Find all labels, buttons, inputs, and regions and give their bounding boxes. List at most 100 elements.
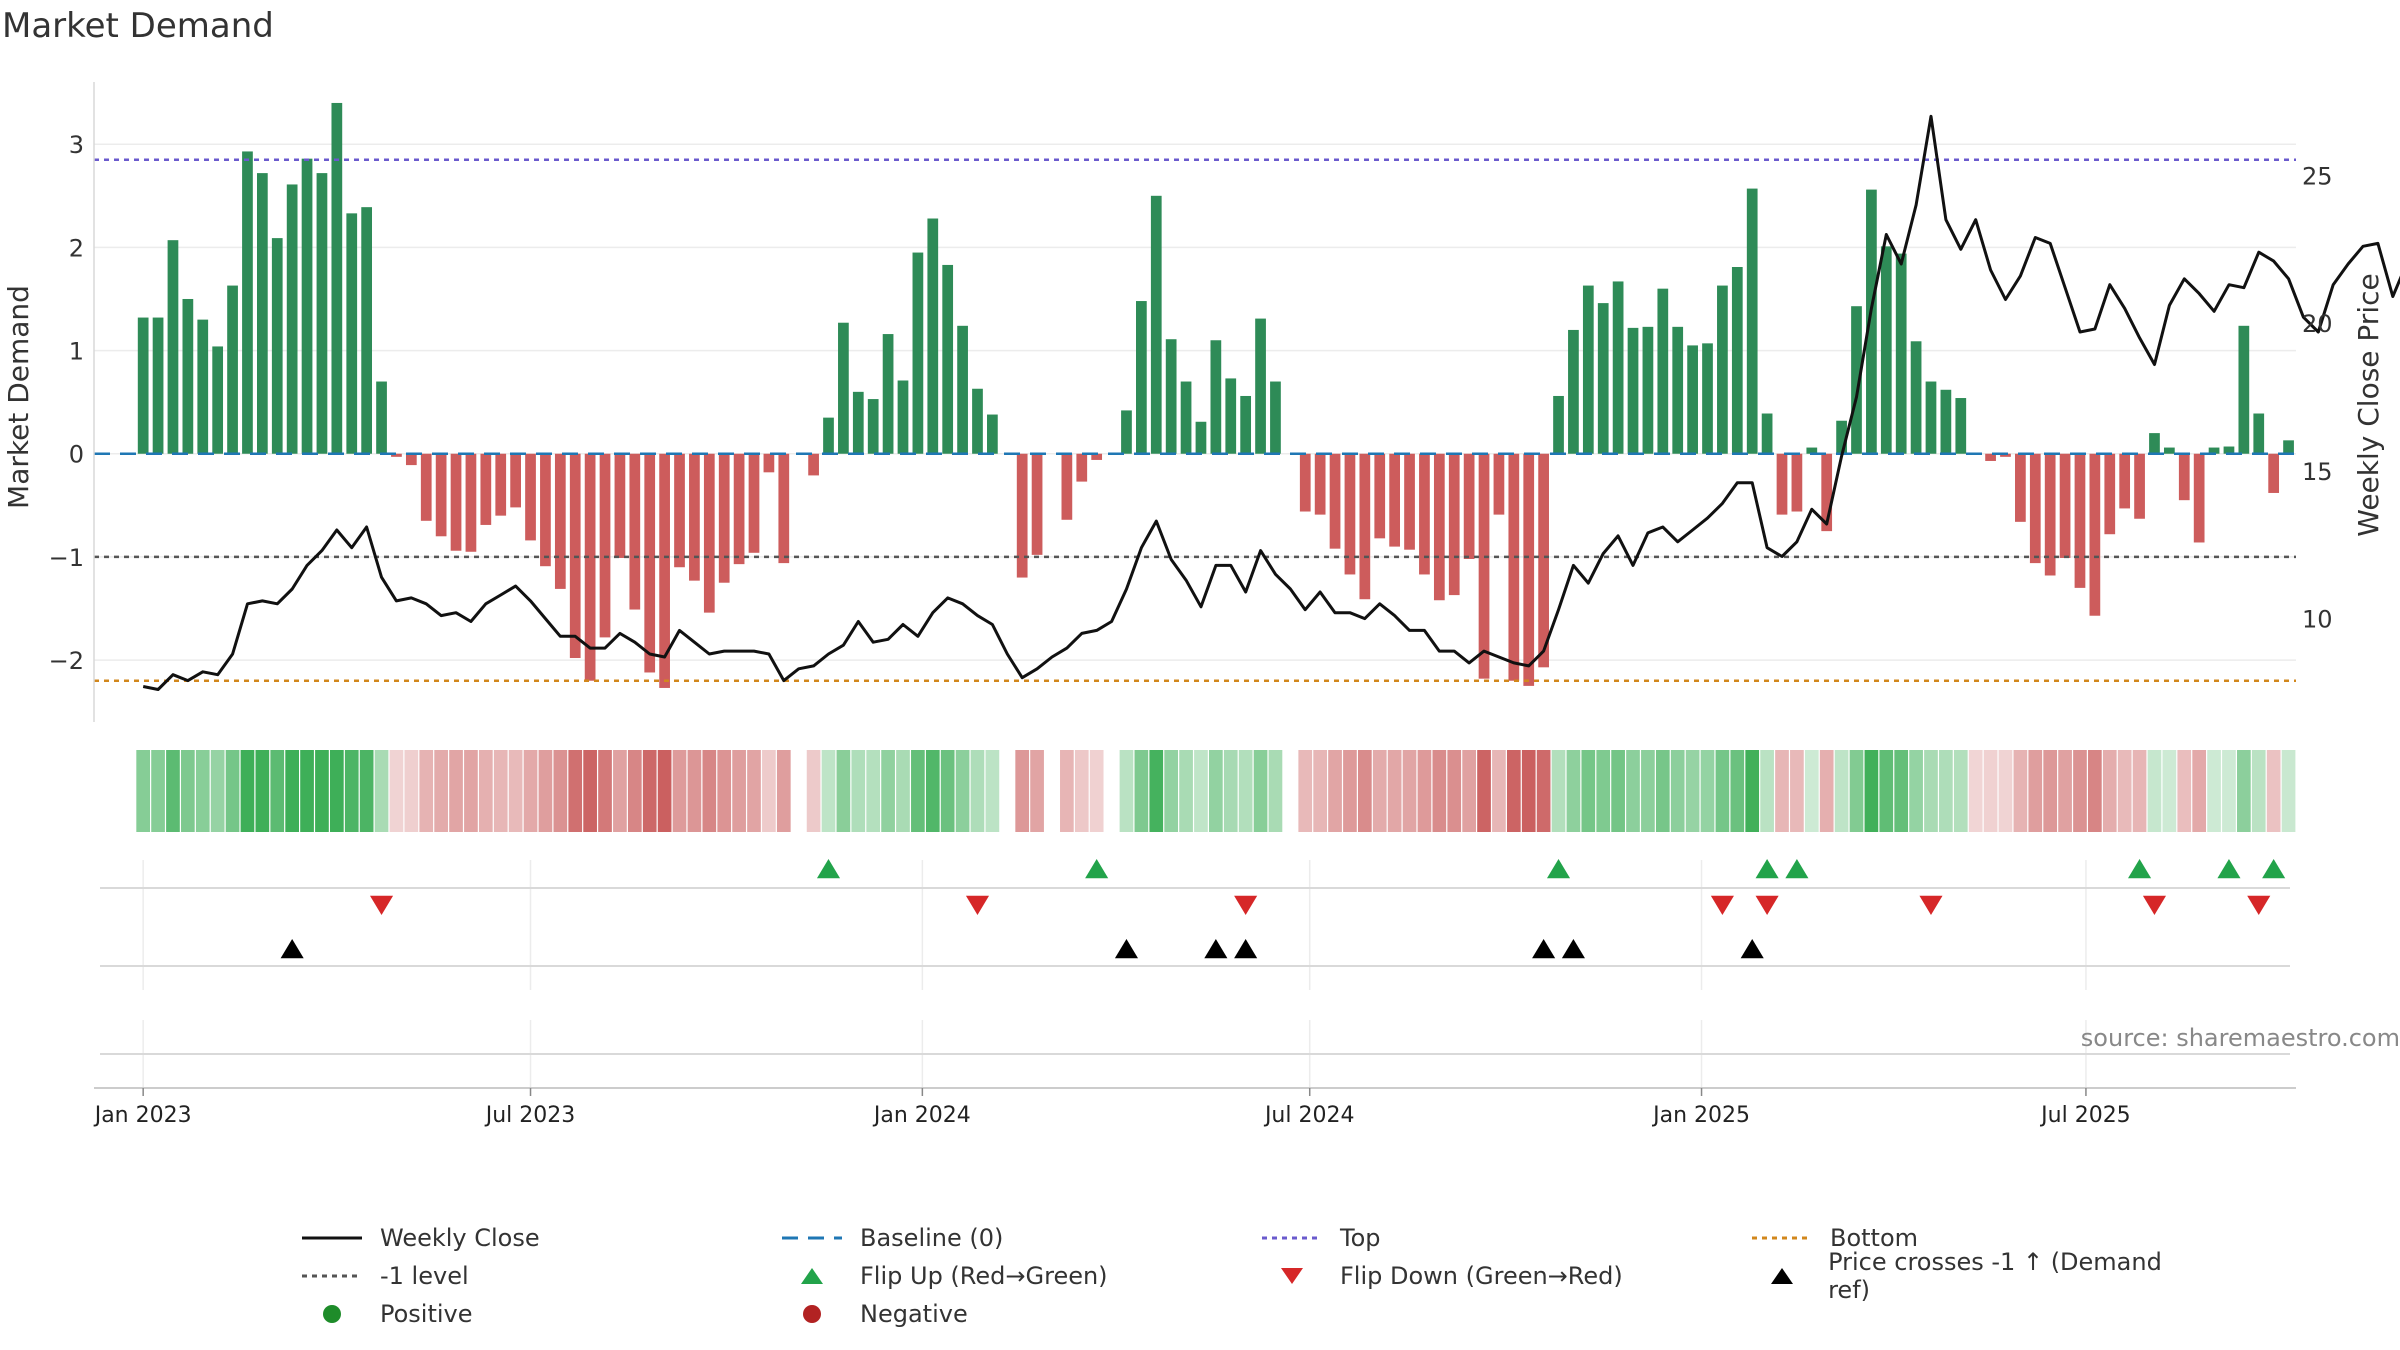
heat-cell	[464, 750, 478, 832]
demand-bar-positive	[1121, 410, 1132, 454]
heat-cell	[1477, 750, 1491, 832]
heat-cell	[568, 750, 583, 832]
demand-bar-positive	[1702, 343, 1713, 454]
flip-up-marker	[2128, 859, 2152, 879]
heat-cell	[1000, 750, 1014, 832]
x-tick-label: Jan 2023	[93, 1103, 192, 1128]
demand-bar-positive	[1657, 288, 1669, 454]
heat-cell	[1223, 750, 1238, 832]
dotted-line-icon	[1752, 1236, 1812, 1240]
heat-cell	[2102, 750, 2117, 832]
y-tick-label-right: 25	[2302, 162, 2333, 190]
heat-cell	[1551, 750, 1566, 832]
demand-bar-negative	[2000, 453, 2011, 457]
heat-cell	[2162, 750, 2177, 832]
price-cross-marker	[280, 939, 304, 959]
heat-cell	[1790, 750, 1804, 832]
demand-bar-negative	[1419, 453, 1430, 575]
price-cross-marker	[1532, 939, 1556, 959]
price-cross-marker	[1740, 939, 1764, 959]
heat-cell	[940, 750, 955, 832]
demand-bar-negative	[763, 453, 775, 473]
flip-up-marker	[1546, 859, 1571, 879]
heat-strip-layer	[136, 750, 2296, 832]
source-label: source: sharemaestro.com	[2080, 1024, 2400, 1052]
demand-bar-negative	[495, 453, 507, 516]
demand-bar-negative	[554, 453, 566, 589]
heat-cell	[2117, 750, 2132, 832]
heat-cell	[1209, 750, 1223, 832]
heat-cell	[792, 750, 806, 832]
heat-cell	[1849, 750, 1864, 832]
heat-cell	[210, 750, 225, 832]
demand-bar-positive	[376, 381, 387, 454]
heat-cell	[1134, 750, 1149, 832]
x-tick-label: Jul 2024	[1263, 1103, 1355, 1128]
legend-item-minus1: -1 level	[300, 1258, 469, 1294]
heat-cell	[1879, 750, 1894, 832]
demand-bar-positive	[361, 207, 373, 454]
y-tick-label-left: −2	[49, 647, 84, 675]
heat-cell	[2013, 750, 2028, 832]
heat-cell	[1298, 750, 1313, 832]
heat-cell	[1745, 750, 1760, 832]
demand-bar-positive	[301, 158, 313, 454]
heat-cell	[2251, 750, 2266, 832]
heat-cell	[1864, 750, 1879, 832]
legend-item-top: Top	[1260, 1220, 1381, 1256]
heat-cell	[1730, 750, 1745, 832]
demand-bar-positive	[897, 380, 909, 454]
demand-bar-positive	[182, 298, 194, 454]
demand-bar-positive	[1210, 340, 1222, 454]
heat-cell	[2281, 750, 2296, 832]
triangle-up-icon	[1771, 1268, 1793, 1284]
demand-bar-negative	[2029, 453, 2041, 564]
demand-bar-positive	[1761, 413, 1773, 454]
triangle-down-icon	[1281, 1268, 1303, 1284]
heat-cell	[389, 750, 404, 832]
heat-cell	[285, 750, 299, 832]
heat-cell	[2043, 750, 2058, 832]
flip-up-marker	[1085, 859, 1109, 879]
heat-cell	[1894, 750, 1909, 832]
demand-bar-negative	[1329, 453, 1341, 549]
flip-up-marker	[2262, 859, 2286, 879]
demand-bar-positive	[1165, 339, 1177, 454]
reference-lines-layer	[94, 158, 2296, 682]
heat-cell	[1030, 750, 1044, 832]
heat-cell	[255, 750, 270, 832]
heat-cell	[1074, 750, 1089, 832]
x-axis-layer: Jan 2023 Jul 2023 Jan 2024 Jul 2024 Jan 2025…	[93, 1087, 2296, 1128]
heat-cell	[315, 750, 329, 832]
legend-label: Weekly Close	[380, 1224, 540, 1252]
demand-bar-positive	[942, 264, 954, 454]
heat-cell	[523, 750, 538, 832]
heat-cell	[836, 750, 851, 832]
demand-bar-positive	[867, 399, 879, 454]
heat-cell	[1581, 750, 1596, 832]
heat-cell	[687, 750, 702, 832]
heat-cell	[493, 750, 508, 832]
demand-bars-layer	[137, 102, 2294, 688]
heat-cell	[449, 750, 463, 832]
heat-cell	[1105, 750, 1119, 832]
heat-cell	[1119, 750, 1134, 832]
heat-cell	[1909, 750, 1923, 832]
x-tick-label: Jan 2025	[1651, 1103, 1750, 1128]
demand-bar-negative	[1776, 453, 1788, 515]
heat-cell	[1506, 750, 1521, 832]
heat-cell	[508, 750, 523, 832]
demand-bar-negative	[510, 453, 521, 508]
demand-bar-negative	[1821, 453, 1833, 532]
y-tick-label-right: 10	[2302, 606, 2333, 634]
heat-cell	[434, 750, 448, 832]
legend-label: Top	[1340, 1224, 1381, 1252]
heat-cell	[1447, 750, 1462, 832]
heat-cell	[240, 750, 255, 832]
heat-cell	[1179, 750, 1193, 832]
demand-bar-positive	[972, 388, 983, 454]
legend-item-positive: Positive	[300, 1296, 473, 1332]
heat-cell	[1089, 750, 1104, 832]
heat-cell	[553, 750, 568, 832]
demand-bar-positive	[1687, 345, 1698, 454]
